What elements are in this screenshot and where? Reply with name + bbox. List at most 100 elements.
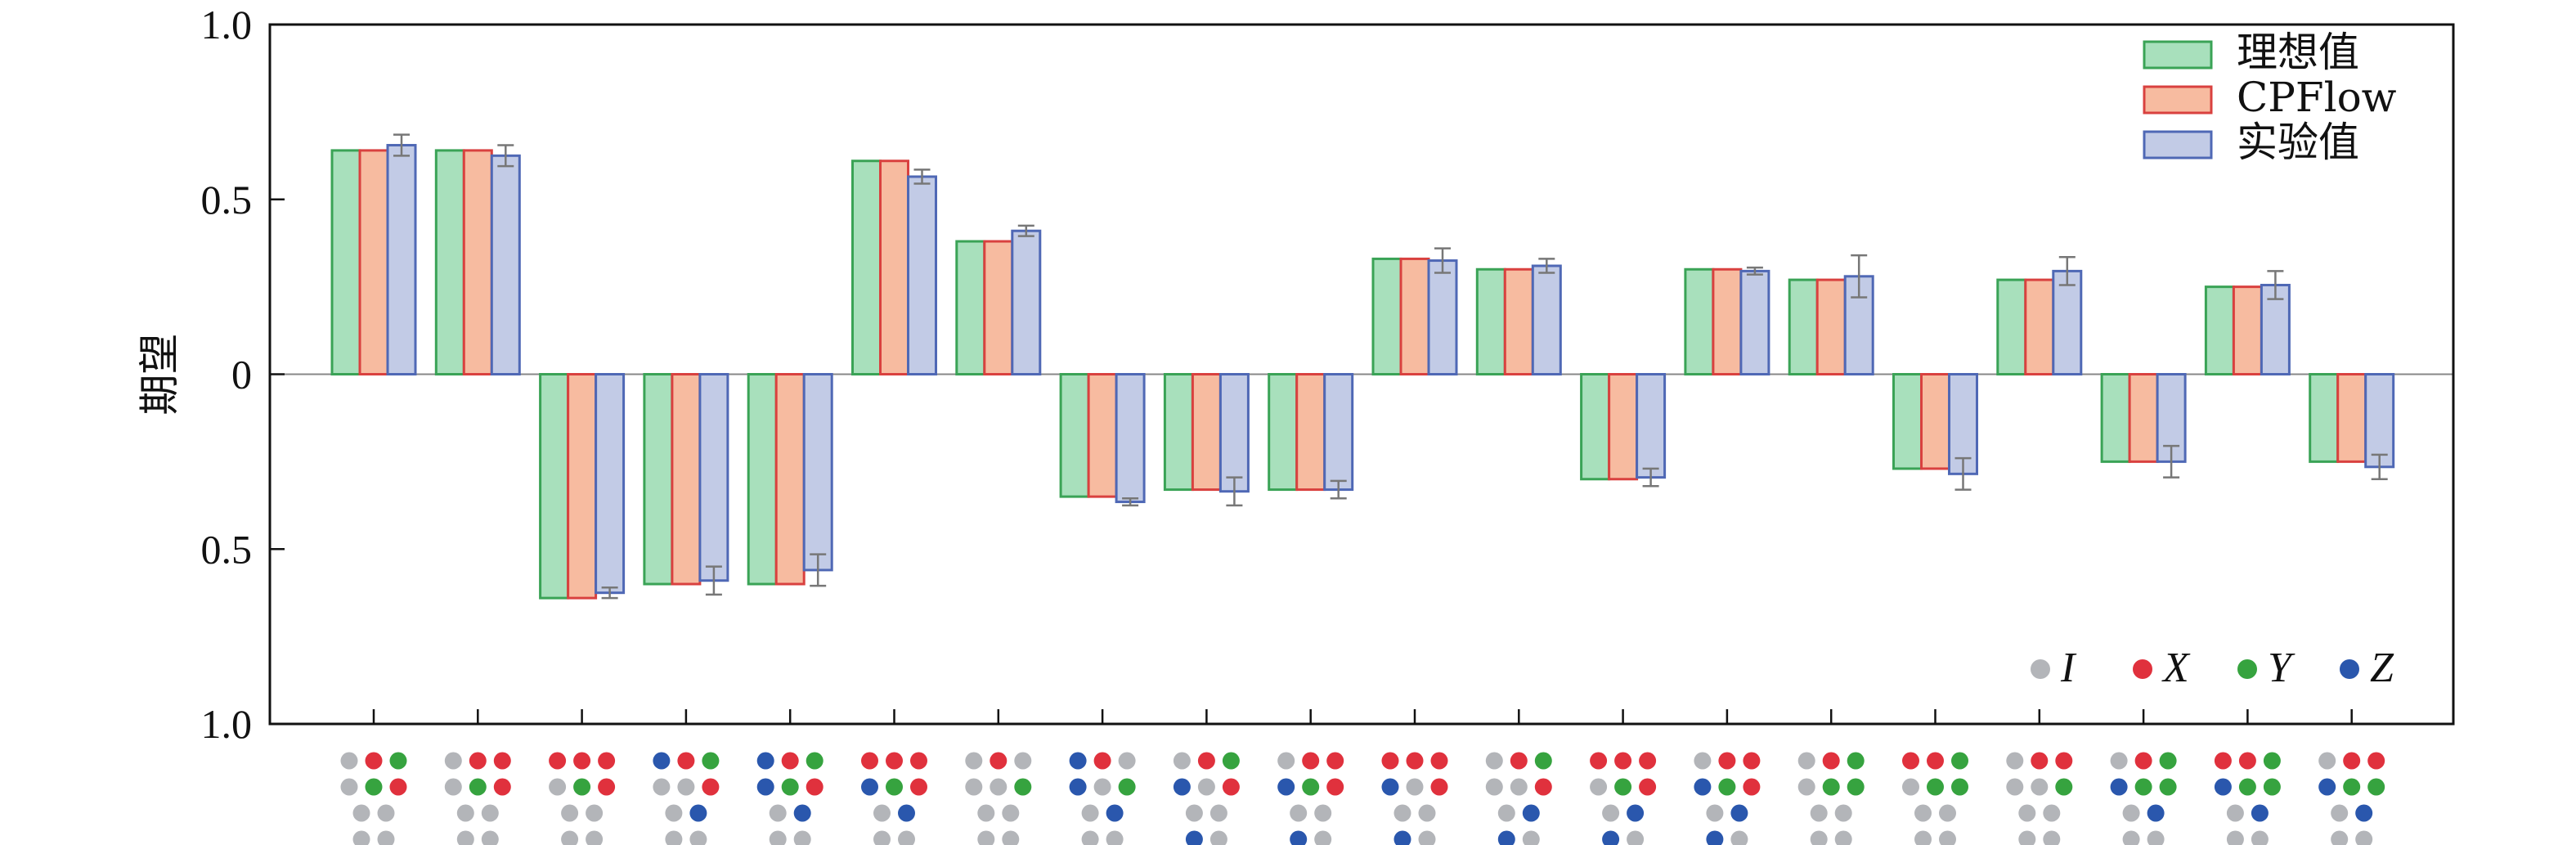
bar-series-0-cat-4 [747, 373, 778, 586]
marker-dot-I [2018, 830, 2036, 845]
marker-dot-Z [1694, 778, 1712, 796]
axes: 1.0 0.5 0 0.5 1.0 期望 [136, 2, 2453, 747]
marker-dot-I [2043, 830, 2061, 845]
marker-dot-Z [1069, 778, 1087, 796]
marker-dot-I [444, 778, 462, 796]
marker-dot-X [1743, 752, 1761, 770]
legend-swatch [2143, 85, 2213, 115]
marker-dot-Y [1822, 778, 1840, 796]
bar-series-0-cat-10 [1371, 257, 1402, 375]
marker-dot-X [806, 778, 824, 796]
marker-dot-X [1406, 752, 1424, 770]
bar-series-2-cat-16 [2052, 269, 2083, 376]
marker-dot-Z [1706, 830, 1724, 845]
marker-dot-I [377, 804, 395, 822]
y-tick-label: 1.0 [201, 2, 253, 47]
marker-dot-X [2367, 752, 2385, 770]
bar-series-0-cat-15 [1892, 373, 1923, 470]
marker-dot-Y [2367, 778, 2385, 796]
category-marker-9 [1277, 752, 1344, 845]
category-marker-16 [2006, 752, 2073, 845]
category-marker-11 [1485, 752, 1552, 845]
marker-dot-I [1706, 804, 1724, 822]
legend-swatch [2143, 40, 2213, 70]
marker-dot-I [965, 778, 983, 796]
marker-dot-X [2214, 752, 2232, 770]
marker-dot-X [702, 778, 720, 796]
marker-dot-X [910, 778, 927, 796]
bar-series-1-cat-1 [462, 149, 493, 375]
marker-dot-X [389, 778, 407, 796]
marker-dot-Z [2355, 804, 2373, 822]
marker-dot-Z [689, 804, 707, 822]
marker-dot-Z [1522, 804, 1540, 822]
marker-dot-Z [653, 752, 671, 770]
pauli-Y-label: Y [2268, 645, 2296, 691]
marker-dot-I [1730, 830, 1748, 845]
bar-series-2-cat-12 [1636, 373, 1667, 479]
marker-dot-Z [1106, 804, 1124, 822]
pauli-Y-dot [2237, 659, 2257, 679]
marker-dot-I [340, 778, 358, 796]
marker-dot-I [2122, 830, 2140, 845]
bar-series-2-cat-7 [1115, 373, 1146, 504]
bar-series-1-cat-10 [1399, 257, 1430, 375]
bar-series-0-cat-11 [1475, 267, 1506, 375]
pauli-I-dot [2031, 659, 2050, 679]
category-marker-7 [1069, 752, 1136, 845]
marker-dot-I [1834, 830, 1852, 845]
bar-series-1-cat-4 [774, 373, 806, 586]
marker-dot-I [793, 830, 811, 845]
bar-series-1-cat-16 [2024, 278, 2055, 376]
marker-dot-Y [2343, 778, 2361, 796]
marker-dot-X [598, 752, 616, 770]
marker-dot-I [1485, 752, 1503, 770]
marker-dot-X [1534, 778, 1552, 796]
marker-dot-X [1639, 778, 1657, 796]
marker-dot-Z [1290, 830, 1308, 845]
bar-series-0-cat-7 [1059, 373, 1090, 498]
bar-series-0-cat-2 [539, 373, 570, 600]
pauli-X-dot [2133, 659, 2152, 679]
marker-dot-Y [1614, 778, 1632, 796]
bar-series-0-cat-3 [643, 373, 674, 586]
category-marker-5 [861, 752, 927, 845]
legend-label: 理想值 [2237, 29, 2359, 76]
marker-dot-Y [2263, 778, 2281, 796]
marker-dot-I [2018, 804, 2036, 822]
bar-series-0-cat-17 [2100, 373, 2131, 463]
marker-dot-Y [1222, 752, 1240, 770]
marker-dot-Z [1069, 752, 1087, 770]
bar-series-0-cat-19 [2309, 373, 2340, 463]
marker-dot-I [1002, 830, 1020, 845]
marker-dot-Z [2110, 778, 2128, 796]
marker-dot-I [1093, 778, 1111, 796]
marker-dot-Y [2055, 778, 2073, 796]
marker-dot-Y [1118, 778, 1136, 796]
marker-dot-I [340, 752, 358, 770]
legend-swatch [2143, 130, 2213, 160]
bar-series-1-cat-8 [1191, 373, 1222, 492]
marker-dot-I [1627, 830, 1645, 845]
marker-dot-I [977, 830, 995, 845]
marker-dot-I [561, 830, 579, 845]
y-tick-label: 0.5 [201, 526, 253, 572]
plot-border [268, 23, 2455, 726]
category-marker-10 [1381, 752, 1448, 845]
bar-series-2-cat-2 [595, 373, 626, 595]
bar-series-2-cat-3 [698, 373, 729, 582]
marker-dot-I [352, 804, 370, 822]
bar-series-1-cat-14 [1815, 278, 1847, 376]
marker-dot-Y [2134, 778, 2152, 796]
marker-dot-I [2147, 830, 2165, 845]
marker-dot-I [1314, 830, 1332, 845]
bar-series-2-cat-10 [1427, 259, 1458, 375]
legend-label: CPFlow [2237, 74, 2397, 121]
bar-series-2-cat-11 [1531, 264, 1562, 375]
marker-dot-X [1326, 778, 1344, 796]
marker-dot-Z [861, 778, 878, 796]
marker-dot-Z [2318, 778, 2336, 796]
marker-dot-I [2006, 752, 2024, 770]
category-marker-8 [1173, 752, 1240, 845]
